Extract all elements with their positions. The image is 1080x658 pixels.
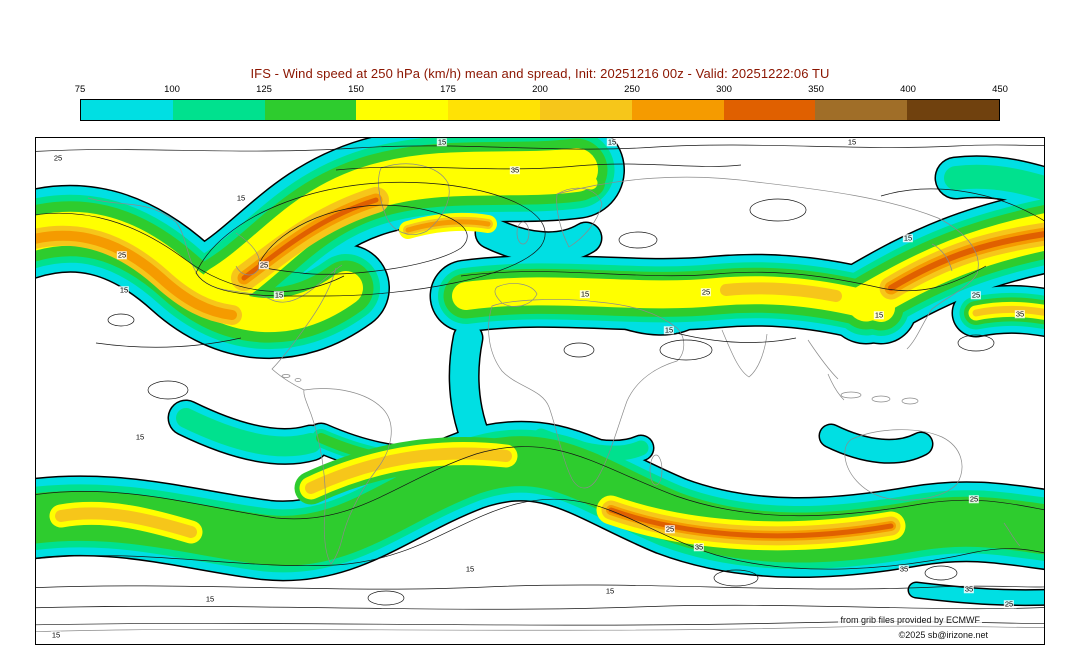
contour-label: 15 [902,233,914,243]
contour-label: 15 [436,137,448,147]
colorbar-labels: 75 100 125 150 175 200 250 300 350 400 450 [75,84,1008,97]
spread-contours [36,144,1044,626]
world-map-svg [36,138,1044,633]
colorbar-tick-label: 350 [808,84,824,95]
contour-label: 25 [258,260,270,270]
colorbar-segment [815,100,908,120]
contour-label: 25 [664,524,676,534]
contour-label: 25 [1003,599,1015,609]
contour-label: 15 [118,285,130,295]
contour-label: 15 [663,325,675,335]
contour-label: 15 [204,594,216,604]
contour-label: 25 [968,494,980,504]
colorbar-segment [448,100,540,120]
chart-title: IFS - Wind speed at 250 hPa (km/h) mean … [250,66,830,81]
colorbar-tick-label: 125 [256,84,272,95]
colorbar-segment [356,100,449,120]
contour-label: 15 [134,432,146,442]
contour-label: 25 [116,250,128,260]
contour-label: 35 [693,542,705,552]
contour-label: 35 [898,564,910,574]
coastlines [36,163,1044,633]
contour-label: 15 [273,290,285,300]
colorbar-segment [631,100,724,120]
colorbar-segment [907,100,999,120]
colorbar-segment [172,100,265,120]
colorbar-tick-label: 250 [624,84,640,95]
contour-label: 35 [963,584,975,594]
contour-label: 35 [1014,309,1026,319]
colorbar-segment [264,100,357,120]
contour-label: 15 [50,630,62,640]
contour-label: 15 [873,310,885,320]
colorbar-segment [81,100,173,120]
colorbar: 75 100 125 150 175 200 250 300 350 400 450 [75,84,1008,121]
contour-label: 15 [464,564,476,574]
colorbar-tick-label: 75 [74,84,86,95]
contour-label: 15 [235,193,247,203]
contour-label: 15 [604,586,616,596]
colorbar-tick-label: 150 [348,84,364,95]
colorbar-tick-label: 450 [992,84,1008,95]
colorbar-segment [539,100,632,120]
contour-labels: 25 15 15 15 35 15 25 15 25 15 15 25 15 15 25 35 15 15 25 35… [36,138,1044,644]
contour-label: 35 [509,165,521,175]
contour-label: 25 [700,287,712,297]
contour-label: 25 [52,153,64,163]
colorbar-bar [80,99,1000,121]
credit-copyright: ©2025 sb@irizone.net [896,630,990,640]
contour-label: 15 [606,137,618,147]
colorbar-segment [723,100,816,120]
colorbar-tick-label: 300 [716,84,732,95]
contour-label: 15 [846,137,858,147]
credit-ecmwf: from grib files provided by ECMWF [838,615,982,625]
colorbar-tick-label: 100 [164,84,180,95]
colorbar-tick-label: 200 [532,84,548,95]
contour-label: 25 [970,290,982,300]
contour-label: 15 [579,289,591,299]
map-frame: 25 15 15 15 35 15 25 15 25 15 15 25 15 15 25 35 15 15 25 35… [35,137,1045,645]
colorbar-tick-label: 400 [900,84,916,95]
colorbar-tick-label: 175 [440,84,456,95]
